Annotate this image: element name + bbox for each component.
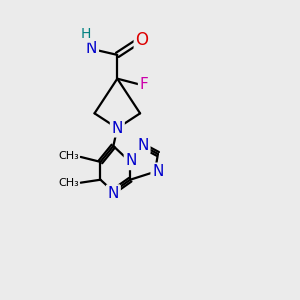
Text: N: N <box>152 164 164 179</box>
Text: N: N <box>125 153 137 168</box>
Text: N: N <box>137 137 149 152</box>
Text: N: N <box>112 121 123 136</box>
Text: F: F <box>140 77 148 92</box>
Text: N: N <box>108 186 119 201</box>
Text: H: H <box>80 27 91 41</box>
Text: N: N <box>86 41 97 56</box>
Text: CH₃: CH₃ <box>58 178 79 188</box>
Text: O: O <box>136 31 148 49</box>
Text: CH₃: CH₃ <box>58 151 79 161</box>
